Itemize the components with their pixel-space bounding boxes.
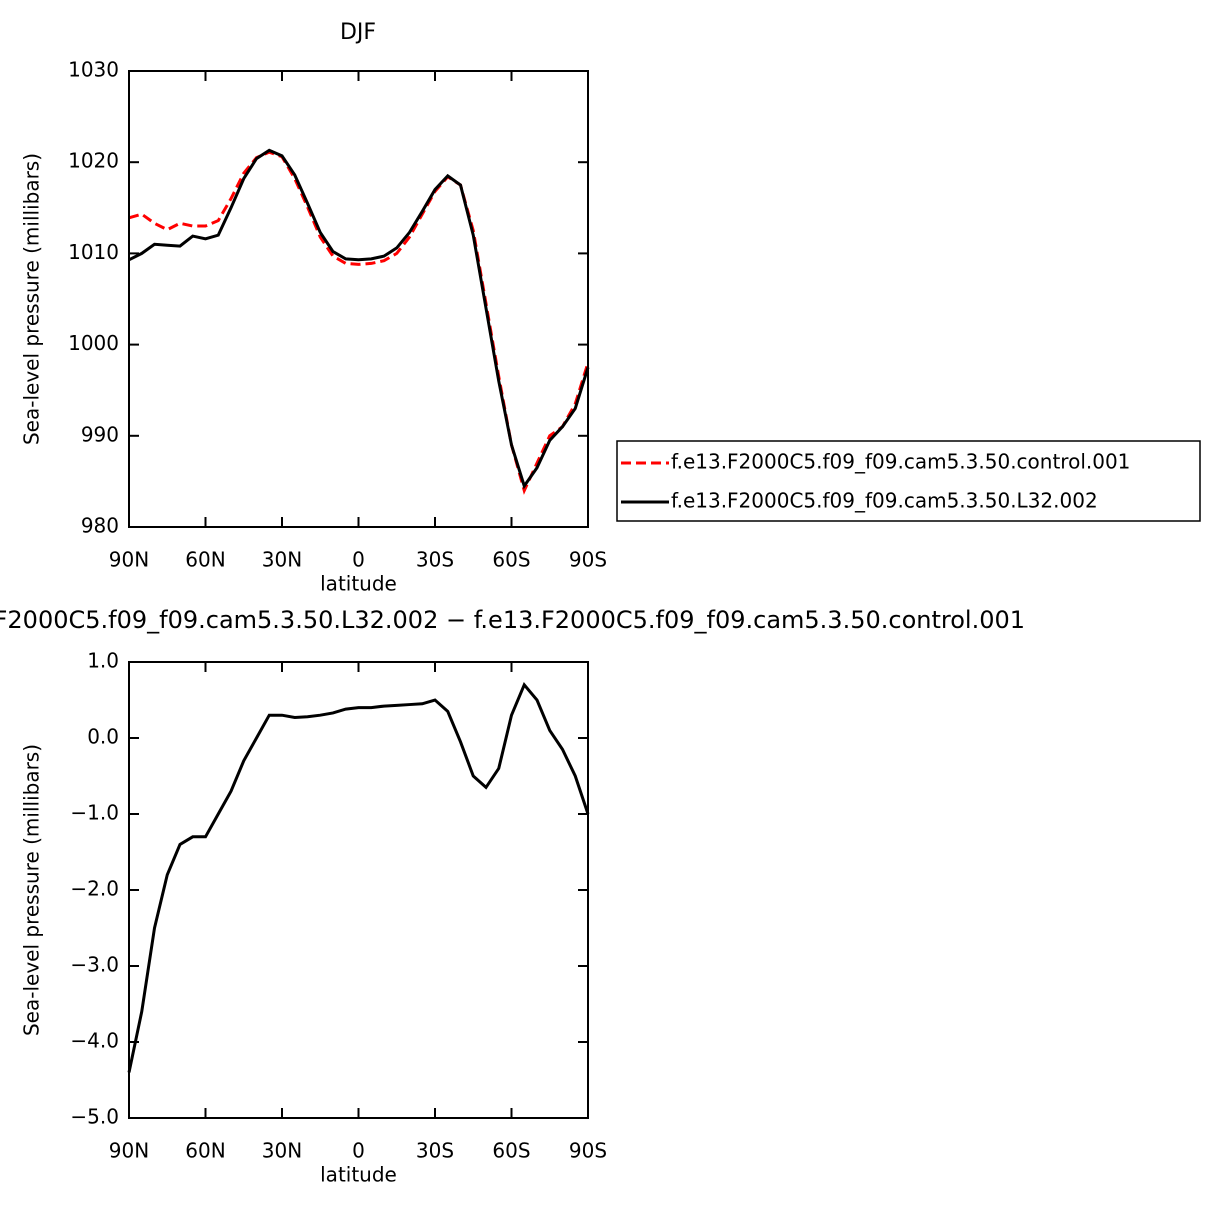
y-tick-label: 1010 xyxy=(68,240,119,264)
y-tick-label: −2.0 xyxy=(70,877,119,901)
y-tick-label: 1000 xyxy=(68,331,119,355)
data-line xyxy=(127,681,590,1073)
x-tick-label: 60N xyxy=(185,548,225,572)
y-tick-label: 0.0 xyxy=(87,725,119,749)
legend-label: f.e13.F2000C5.f09_f09.cam5.3.50.control.… xyxy=(671,450,1130,474)
y-axis-title: Sea-level pressure (millibars) xyxy=(20,744,44,1036)
x-tick-label: 90S xyxy=(569,1139,607,1163)
legend-label: f.e13.F2000C5.f09_f09.cam5.3.50.L32.002 xyxy=(671,489,1098,513)
data-line xyxy=(128,148,590,490)
x-tick-label: 30S xyxy=(416,1139,454,1163)
x-tick-label: 30S xyxy=(416,548,454,572)
y-tick-label: −3.0 xyxy=(70,953,119,977)
data-line xyxy=(128,150,590,495)
legend-box xyxy=(616,440,1201,522)
y-tick-label: 1020 xyxy=(68,149,119,173)
x-tick-label: 0 xyxy=(352,548,365,572)
x-tick-label: 90N xyxy=(109,1139,149,1163)
x-axis-title: latitude xyxy=(320,1163,397,1187)
plot-frame xyxy=(128,70,589,528)
x-tick-label: 60S xyxy=(492,548,530,572)
y-tick-label: −4.0 xyxy=(70,1029,119,1053)
y-tick-label: 980 xyxy=(81,514,119,538)
x-tick-label: 0 xyxy=(352,1139,365,1163)
y-tick-label: −1.0 xyxy=(70,801,119,825)
y-tick-label: 1030 xyxy=(68,58,119,82)
y-tick-label: −5.0 xyxy=(70,1105,119,1129)
x-tick-label: 90N xyxy=(109,548,149,572)
x-axis-title: latitude xyxy=(320,572,397,596)
y-tick-label: 1.0 xyxy=(87,649,119,673)
y-tick-label: 990 xyxy=(81,422,119,446)
x-tick-label: 60S xyxy=(492,1139,530,1163)
y-axis-title: Sea-level pressure (millibars) xyxy=(20,153,44,445)
chart-title: DJF xyxy=(340,20,376,45)
plot-frame xyxy=(128,661,589,1119)
x-tick-label: 30N xyxy=(262,1139,302,1163)
x-tick-label: 30N xyxy=(262,548,302,572)
x-tick-label: 60N xyxy=(185,1139,225,1163)
x-tick-label: 90S xyxy=(569,548,607,572)
chart-title: f.e13.F2000C5.f09_f09.cam5.3.50.L32.002 … xyxy=(0,606,1025,634)
